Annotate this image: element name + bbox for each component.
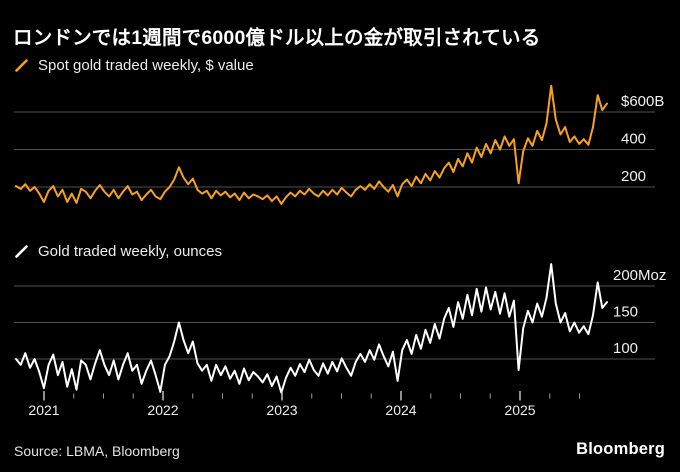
white-slash-icon <box>15 245 28 258</box>
gold-ounces-chart: 200Moz 150 100 <box>14 263 666 394</box>
legend-spot-gold-value: Spot gold traded weekly, $ value <box>14 57 254 74</box>
legend-label-gold-ounces: Gold traded weekly, ounces <box>38 243 222 260</box>
series-line <box>15 84 608 205</box>
x-axis-year-label: 2024 <box>385 402 417 418</box>
y-axis-tick-label: 200Moz <box>613 267 666 284</box>
page-title: ロンドンでは1週間で6000億ドル以上の金が取引されている <box>13 27 541 49</box>
orange-slash-icon <box>15 59 28 72</box>
y-axis-tick-label: 150 <box>613 304 638 321</box>
y-axis-tick-label: 200 <box>621 168 646 185</box>
y-axis-tick-label: $600B <box>621 93 664 110</box>
y-axis-tick-label: 100 <box>613 340 638 357</box>
x-axis-year-label: 2022 <box>147 402 179 418</box>
series-line <box>15 263 608 394</box>
legend-gold-ounces: Gold traded weekly, ounces <box>14 243 222 260</box>
bloomberg-logo: Bloomberg <box>576 440 665 458</box>
x-axis-year-label: 2021 <box>28 402 60 418</box>
source-note: Source: LBMA, Bloomberg <box>14 443 180 459</box>
x-axis-year-label: 2023 <box>266 402 298 418</box>
legend-label-spot-gold-value: Spot gold traded weekly, $ value <box>38 57 254 74</box>
x-axis-ticks <box>43 391 580 401</box>
y-axis-tick-label: 400 <box>621 131 646 148</box>
spot-gold-value-chart: $600B 400 200 <box>14 84 664 205</box>
x-axis-year-label: 2025 <box>504 402 536 418</box>
